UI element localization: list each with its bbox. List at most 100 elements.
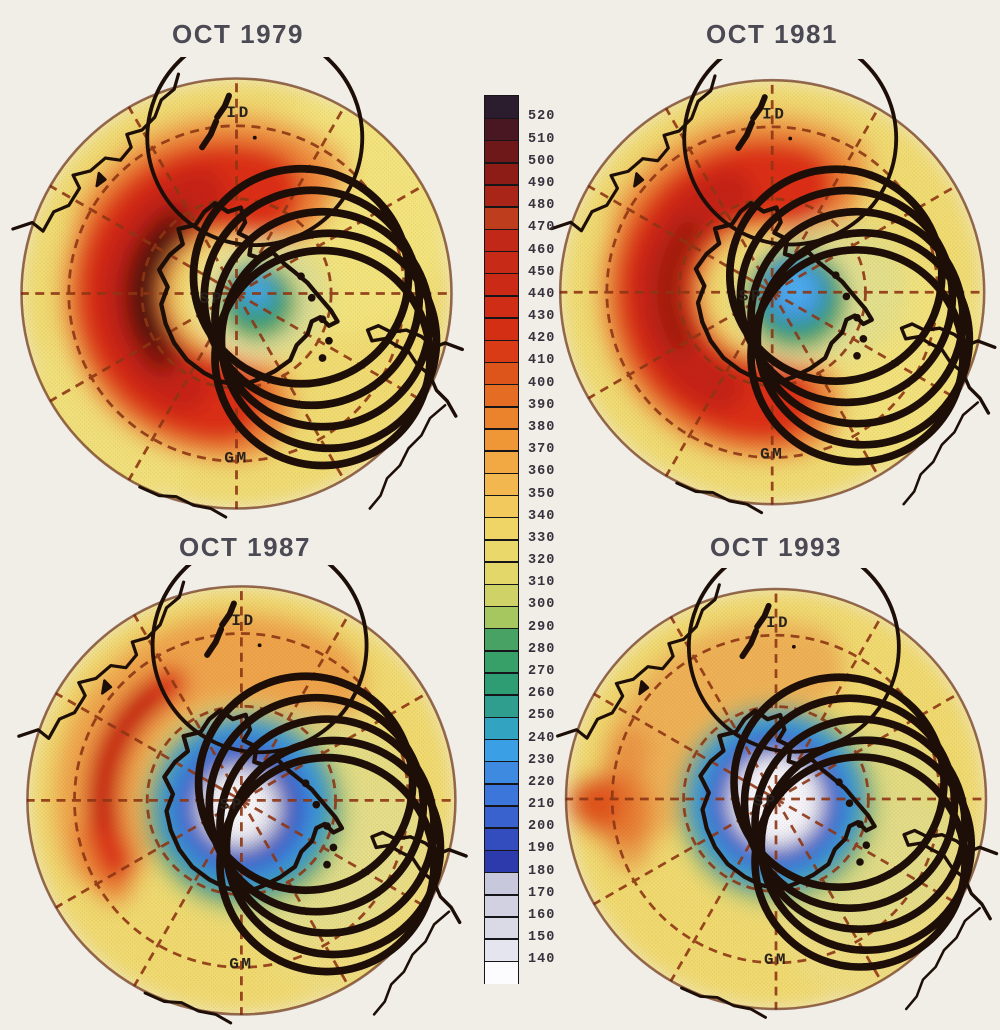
colorbar-segment [485,295,518,319]
colorbar-segment [485,428,518,452]
colorbar-tick-line [485,117,518,120]
panel-title-oct-1981: OCT 1981 [706,19,838,49]
globe-rim [564,587,988,1011]
colorbar-segment [485,872,518,896]
colorbar-tick-label: 420 [528,331,556,347]
label-international-dateline: ID [231,612,255,630]
label-international-dateline: ID [766,614,790,632]
africa-coastline [680,986,767,1019]
colorbar-tick-label: 180 [528,863,556,879]
colorbar-bar [484,95,519,985]
peninsula-coast-dot [211,246,435,469]
colorbar-tick-label: 440 [528,286,556,302]
label-south-pole: SP [219,796,243,814]
coastlines [11,56,465,519]
south-america-coastline-south [372,909,450,1016]
colorbar-tick-label: 360 [528,464,556,480]
colorbar-tick-label: 450 [528,264,556,280]
australia-coastline [16,580,185,740]
colorbar-tick-line [485,894,518,896]
ozone-globe-oct-1981: ID SP GM [549,58,997,514]
colorbar-tick-line [485,694,518,696]
colorbar-tick-label: 140 [528,952,556,968]
peninsula-coast-dot [190,164,413,388]
colorbar-tick-line [485,139,518,142]
colorbar-segment [485,828,518,851]
colorbar-tick-line [485,871,518,874]
colorbar-segment [485,451,518,474]
australia-coastline [549,74,717,233]
colorbar-segment [485,650,518,674]
colorbar-tick-label: 430 [528,309,556,325]
label-greenwich-meridian: GM [764,951,788,969]
colorbar-tick-line [485,605,518,608]
tasmania-outline [95,171,108,187]
colorbar-tick-line [485,627,518,630]
colorbar-segment [485,517,518,541]
new-zealand-south-island [739,628,759,660]
antarctica-coastline [161,707,344,895]
colorbar-tick-label: 410 [528,353,556,369]
tasmania-outline [638,680,650,696]
colorbar-tick-label: 510 [528,131,556,147]
colorbar-tick-line [485,650,518,652]
peninsula-coast-dot [211,207,435,431]
peninsula-coast-dot [194,672,417,894]
colorbar-segment [485,894,518,918]
new-zealand-north-island [749,93,768,122]
colorbar-tick-line [485,805,518,807]
colorbar-segment [485,584,518,607]
ozone-globe-oct-1979: ID SP GM [11,56,465,519]
colorbar-segment [485,562,518,585]
south-america-coastline-south [368,403,447,510]
antarctica-coastline [157,200,341,388]
africa-coastline [143,991,232,1025]
antarctica-coastline [693,200,874,386]
island-dot [145,56,365,247]
colorbar-tick-label: 380 [528,419,556,435]
colorbar-segment [485,140,518,164]
peninsula-coast-dot [753,228,973,449]
peninsula-coast-dot [746,207,967,428]
colorbar-segment [485,185,518,208]
colorbar-tick-line [485,760,518,763]
colorbar-tick-label: 400 [528,375,556,391]
colorbar-segment [485,273,518,297]
australia-coastline [11,72,181,233]
colorbar-segment [485,806,518,829]
colorbar-tick-line [485,295,518,297]
colorbar-segment [485,362,518,386]
peninsula-coast-dot [215,753,438,976]
colorbar-segment [485,251,518,275]
colorbar-segment [485,761,518,785]
colorbar-tick-line [485,250,518,253]
colorbar-tick-label: 200 [528,819,556,835]
new-zealand-north-island [214,92,233,120]
colorbar-segment [485,916,518,940]
peninsula-coast-dot [215,714,438,937]
label-greenwich-meridian: GM [225,449,250,467]
peninsula-coast-dot [740,694,959,912]
colorbar-tick-label: 460 [528,242,556,258]
coastlines [556,568,999,1019]
colorbar-segment [485,628,518,652]
ozone-globe-oct-1993: ID SP GM [556,568,999,1019]
globe-clipped-area [21,77,453,509]
colorbar-tick-line [485,406,518,408]
colorbar-tick-line [485,228,518,231]
colorbar-tick-line [485,783,518,785]
colorbar-segment [485,406,518,430]
colorbar-tick-label: 470 [528,220,556,236]
colorbar-tick-label: 260 [528,686,556,702]
panel-title-oct-1979: OCT 1979 [172,19,304,49]
africa-coastline [675,481,763,514]
colorbar-tick-line [485,960,518,963]
colorbar-tick-label: 210 [528,797,556,813]
colorbar-segment [485,739,518,763]
peninsula-coast-dot [730,673,948,891]
colorbar-tick-label: 340 [528,508,556,524]
peninsula-coast-dot [746,245,967,466]
colorbar-tick-label: 150 [528,930,556,946]
new-zealand-north-island [754,602,772,630]
